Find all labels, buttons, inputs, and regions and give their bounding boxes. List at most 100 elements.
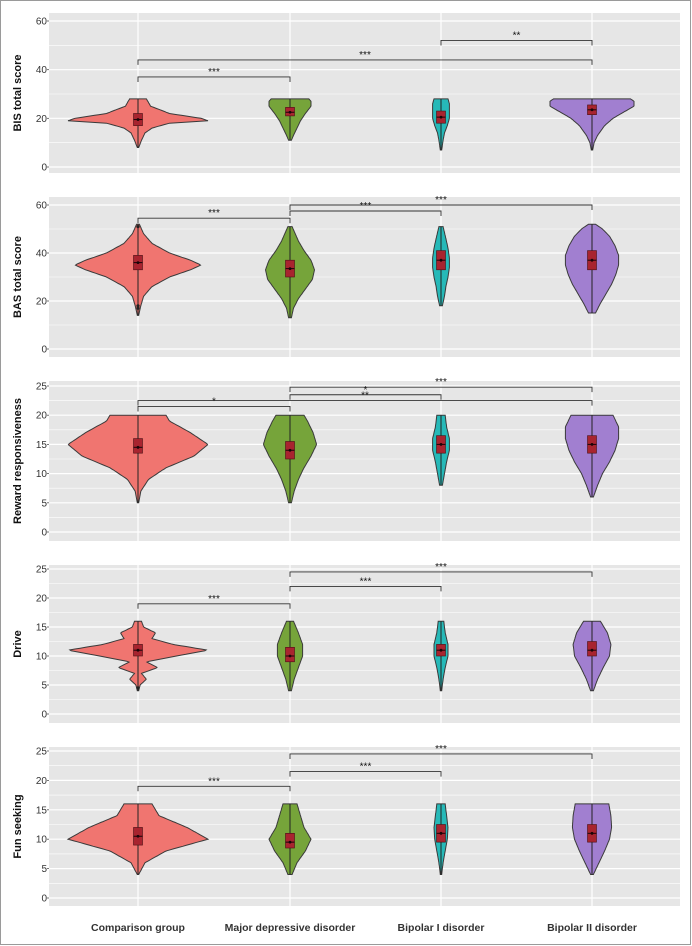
significance-label: ***: [208, 208, 220, 219]
violin-3: [433, 803, 449, 875]
outlier-point: [136, 686, 140, 690]
median-point: [439, 443, 443, 446]
significance-bracket: **: [137, 391, 593, 406]
bracket-line: [137, 76, 291, 82]
violin-4: [564, 414, 620, 498]
bracket-line: [289, 753, 593, 759]
violin-1: [67, 414, 209, 504]
y-tick-label: 5: [41, 498, 47, 509]
significance-label: *: [364, 385, 368, 396]
significance-bracket: ***: [289, 377, 593, 393]
bracket-line: [137, 59, 593, 65]
significance-label: ***: [208, 67, 220, 78]
significance-bracket: ***: [289, 201, 442, 216]
violin-3: [432, 226, 450, 307]
significance-bracket: ***: [137, 67, 291, 82]
box: [587, 641, 597, 657]
y-tick-label: 0: [41, 345, 47, 356]
y-tick-label: 25: [36, 747, 48, 758]
panel-2: 0 20 40 60 BAS total score *** *** ***: [12, 195, 680, 357]
median-point: [136, 445, 140, 449]
significance-bracket: *: [137, 396, 291, 412]
y-axis-label: BIS total score: [12, 54, 24, 131]
y-axis-label: Reward responsiveness: [12, 398, 24, 524]
median-point: [288, 267, 292, 270]
significance-label: ***: [435, 562, 447, 573]
y-tick-label: 15: [36, 805, 48, 816]
median-point: [288, 110, 292, 114]
bracket-line: [137, 400, 593, 406]
y-axis-label: BAS total score: [12, 236, 24, 318]
median-point: [590, 831, 594, 835]
violin-3: [433, 620, 449, 692]
significance-bracket: ***: [137, 50, 593, 65]
y-axis-label: Fun seeking: [12, 794, 24, 858]
median-point: [439, 831, 443, 835]
significance-label: ***: [360, 762, 372, 773]
box: [285, 833, 295, 849]
bracket-line: [289, 210, 442, 216]
bracket-line: [440, 40, 593, 46]
significance-bracket: ***: [137, 594, 291, 609]
panel-background: [49, 13, 680, 173]
bracket-line: [289, 394, 442, 400]
significance-label: ***: [435, 377, 447, 388]
x-category-label: Bipolar I disorder: [398, 922, 485, 934]
median-point: [439, 258, 443, 262]
y-tick-label: 20: [36, 411, 48, 422]
significance-bracket: ***: [289, 195, 593, 210]
bracket-line: [289, 204, 593, 210]
y-tick-label: 5: [41, 864, 47, 875]
significance-bracket: ***: [289, 576, 442, 592]
x-category-label: Comparison group: [91, 922, 185, 934]
median-point: [590, 258, 594, 262]
median-point: [136, 834, 140, 838]
median-point: [590, 108, 594, 112]
x-category-label: Major depressive disorder: [225, 922, 356, 934]
significance-label: ***: [208, 776, 220, 787]
significance-bracket: ***: [137, 776, 291, 792]
significance-label: ***: [360, 201, 372, 212]
significance-bracket: *: [289, 385, 442, 400]
significance-label: ***: [435, 744, 447, 755]
x-category-label: Bipolar II disorder: [547, 922, 637, 934]
bracket-line: [137, 785, 291, 792]
y-tick-label: 10: [36, 652, 48, 663]
box: [133, 438, 143, 454]
violin-3: [432, 414, 450, 486]
median-point: [439, 115, 443, 119]
y-tick-label: 20: [36, 776, 48, 787]
outlier-point: [136, 306, 140, 310]
median-point: [439, 648, 443, 652]
y-tick-label: 0: [41, 894, 47, 905]
violin-3: [432, 98, 450, 151]
bracket-line: [137, 217, 291, 224]
median-point: [288, 840, 292, 844]
median-point: [136, 648, 140, 652]
significance-bracket: ***: [289, 562, 593, 577]
significance-bracket: ***: [137, 208, 291, 224]
violin-4: [564, 223, 620, 314]
median-point: [288, 448, 292, 452]
significance-label: ***: [208, 594, 220, 605]
y-tick-label: 20: [36, 114, 48, 125]
median-point: [590, 443, 594, 446]
violin-2: [263, 414, 317, 504]
significance-label: *: [212, 396, 216, 407]
y-tick-label: 0: [41, 163, 47, 174]
violin-4: [571, 803, 613, 875]
bracket-line: [289, 386, 593, 393]
significance-label: ***: [359, 50, 371, 61]
median-point: [136, 118, 140, 121]
outlier-point: [136, 304, 140, 308]
y-tick-label: 60: [36, 201, 48, 212]
y-tick-label: 15: [36, 440, 48, 451]
y-tick-label: 40: [36, 249, 48, 260]
bracket-line: [289, 585, 442, 592]
significance-bracket: ***: [289, 762, 442, 777]
significance-label: ***: [435, 195, 447, 206]
y-tick-label: 40: [36, 65, 48, 76]
